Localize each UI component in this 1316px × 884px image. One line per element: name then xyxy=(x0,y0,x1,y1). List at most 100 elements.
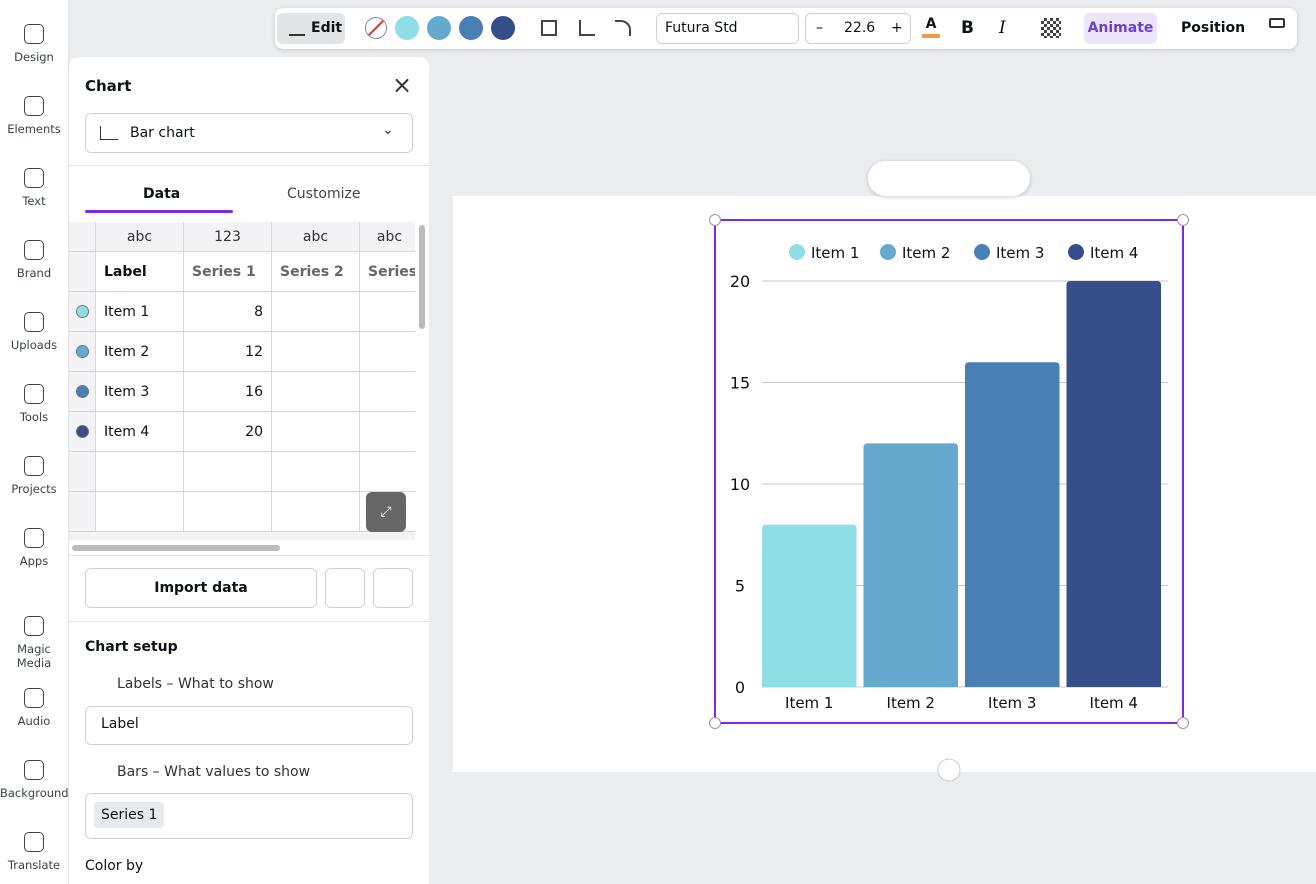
sidebar-label: Translate xyxy=(7,858,61,872)
tab-data[interactable]: Data xyxy=(143,186,181,202)
legend-label: Item 2 xyxy=(902,244,950,262)
element-actions[interactable] xyxy=(868,161,1030,196)
empty-cell xyxy=(360,412,415,452)
chart-type: Bar chart xyxy=(130,125,195,141)
chart-panel: Chart × Bar chart ⌄ Data Customize abc 12… xyxy=(69,57,429,884)
sidebar-label: Apps xyxy=(19,554,49,568)
y-tick-label: 20 xyxy=(730,272,750,291)
transparency[interactable] xyxy=(1041,18,1061,38)
sidebar-item[interactable]: Design xyxy=(0,24,68,64)
sidebar-label: Projects xyxy=(11,482,57,496)
label-cell xyxy=(96,492,184,532)
sidebar-icon xyxy=(24,528,44,548)
spacing-icon[interactable] xyxy=(579,20,595,36)
v-scrollbar xyxy=(419,225,425,329)
size-minus[interactable]: – xyxy=(816,20,823,36)
sidebar-item[interactable]: Brand xyxy=(0,240,68,280)
type-cell: abc xyxy=(360,222,415,252)
empty-cell xyxy=(360,452,415,492)
handle[interactable] xyxy=(1177,717,1189,729)
text-color[interactable]: A xyxy=(922,16,940,38)
sidebar-item[interactable]: Text xyxy=(0,168,68,208)
chart-type-select[interactable]: Bar chart ⌄ xyxy=(85,113,413,153)
chart: 0 5 10 15 20 Item 1 Item 2 Item 3 Item 4 Item 1 It… xyxy=(709,214,1189,782)
sidebar-label: Design xyxy=(14,50,54,64)
setup-title: Chart setup xyxy=(85,639,178,655)
sidebar-item[interactable]: Translate xyxy=(0,832,68,872)
sidebar-item[interactable]: Projects xyxy=(0,456,68,496)
sidebar-label: Magic Media xyxy=(16,642,52,670)
corner-cell xyxy=(69,222,96,252)
bars-heading: Bars – What values to show xyxy=(117,764,311,780)
row-color-dot xyxy=(75,385,89,398)
position-button[interactable]: Position xyxy=(1181,20,1246,36)
close-button[interactable]: × xyxy=(392,71,413,99)
import-label: Import data xyxy=(154,580,248,596)
bar xyxy=(762,524,857,687)
empty-cell xyxy=(272,332,360,372)
sidebar-item[interactable]: Elements xyxy=(0,96,68,136)
label-cell: Item 2 xyxy=(96,332,184,372)
sidebar-icon xyxy=(24,240,44,260)
align-icon[interactable] xyxy=(541,20,557,36)
sidebar-label: Uploads xyxy=(10,338,58,352)
empty-cell xyxy=(272,492,360,532)
divider xyxy=(69,621,429,622)
h-scrollbar xyxy=(72,545,280,551)
handle[interactable] xyxy=(1177,214,1189,226)
edit-button[interactable]: Edit xyxy=(277,13,345,44)
sidebar-item[interactable]: Uploads xyxy=(0,312,68,352)
empty-cell xyxy=(272,412,360,452)
bar xyxy=(863,443,958,687)
import-button[interactable]: Import data xyxy=(85,568,317,608)
font-name: Futura Std xyxy=(665,20,738,36)
color-swatch[interactable] xyxy=(395,16,419,40)
italic[interactable]: I xyxy=(999,18,1006,38)
type-cell: abc xyxy=(96,222,184,252)
paint-format[interactable] xyxy=(1269,18,1285,28)
bold[interactable]: B xyxy=(961,18,974,38)
labels-select[interactable]: Label xyxy=(85,706,413,745)
sidebar-item[interactable]: Magic Media xyxy=(0,616,68,670)
font-select[interactable]: Futura Std xyxy=(656,13,799,44)
y-tick-label: 10 xyxy=(730,475,750,494)
x-tick-label: Item 2 xyxy=(887,694,935,712)
sidebar-item[interactable]: Audio xyxy=(0,688,68,728)
handle[interactable] xyxy=(709,717,721,729)
row-color-dot xyxy=(75,305,89,318)
animate-label: Animate xyxy=(1087,20,1154,36)
sidebar-icon xyxy=(24,312,44,332)
legend-swatch xyxy=(880,244,896,260)
type-cell: abc xyxy=(272,222,360,252)
label-cell: Item 3 xyxy=(96,372,184,412)
sidebar-label: Audio xyxy=(17,714,51,728)
empty-cell xyxy=(360,372,415,412)
font-size[interactable]: 22.6 xyxy=(844,20,876,36)
tab-customize[interactable]: Customize xyxy=(287,186,361,202)
rotate-handle[interactable] xyxy=(937,758,961,782)
labels-value: Label xyxy=(101,716,139,732)
corner-icon[interactable] xyxy=(615,20,631,36)
x-tick-label: Item 4 xyxy=(1090,694,1138,712)
expand-button[interactable]: ⤢ xyxy=(366,492,406,532)
color-swatch[interactable] xyxy=(459,16,483,40)
color-swatch[interactable] xyxy=(427,16,451,40)
sidebar-item[interactable]: Background xyxy=(0,760,69,800)
sidebar-item[interactable]: Apps xyxy=(0,528,68,568)
animate-button[interactable]: Animate xyxy=(1084,13,1157,44)
size-plus[interactable]: + xyxy=(891,20,903,36)
sidebar-label: Text xyxy=(22,194,46,208)
swap-button[interactable] xyxy=(325,568,365,608)
sidebar-item[interactable]: Tools xyxy=(0,384,68,424)
bars-value: Series 1 xyxy=(94,802,165,828)
no-color[interactable] xyxy=(365,17,387,39)
sidebar-label: Background xyxy=(0,786,69,800)
color-swatch[interactable] xyxy=(491,16,515,40)
handle[interactable] xyxy=(709,214,721,226)
bars-select[interactable]: Series 1 xyxy=(85,793,413,839)
delete-button[interactable] xyxy=(373,568,413,608)
bar-icon xyxy=(100,126,118,140)
divider xyxy=(69,555,429,556)
sidebar-label: Elements xyxy=(7,122,61,136)
